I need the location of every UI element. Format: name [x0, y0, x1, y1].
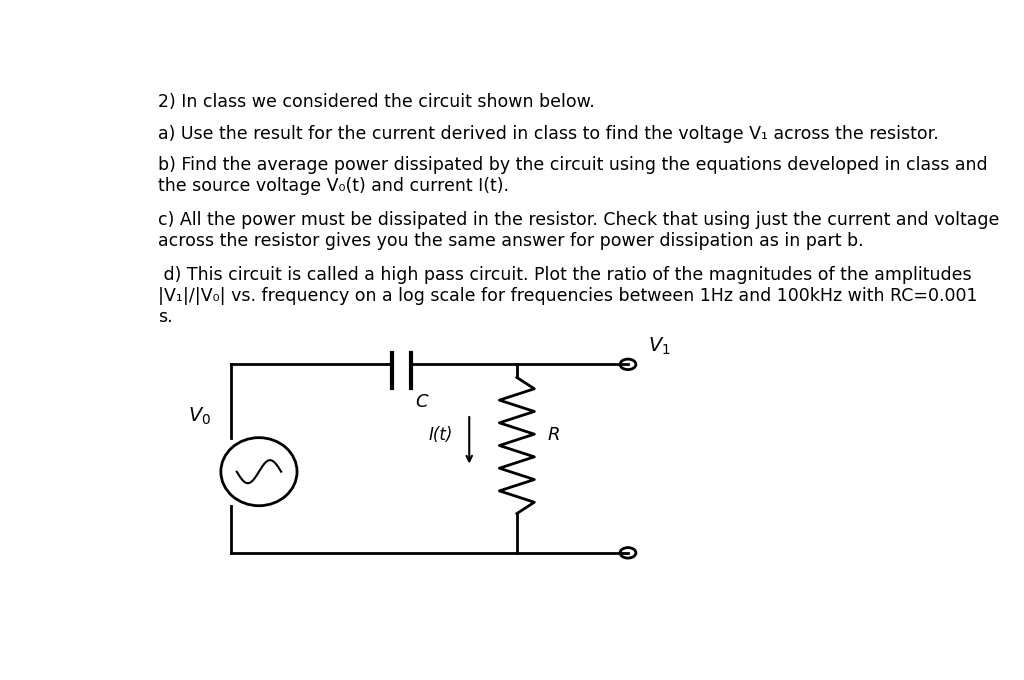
Text: |V₁|/|V₀| vs. frequency on a log scale for frequencies between 1Hz and 100kHz wi: |V₁|/|V₀| vs. frequency on a log scale f…: [158, 287, 978, 305]
Text: d) This circuit is called a high pass circuit. Plot the ratio of the magnitudes : d) This circuit is called a high pass ci…: [158, 266, 972, 284]
Text: R: R: [547, 426, 559, 444]
Text: 2) In class we considered the circuit shown below.: 2) In class we considered the circuit sh…: [158, 93, 595, 111]
Text: $V_0$: $V_0$: [187, 406, 211, 427]
Text: C: C: [416, 393, 428, 411]
Text: across the resistor gives you the same answer for power dissipation as in part b: across the resistor gives you the same a…: [158, 233, 864, 250]
Text: b) Find the average power dissipated by the circuit using the equations develope: b) Find the average power dissipated by …: [158, 156, 988, 174]
Text: $V_1$: $V_1$: [648, 335, 671, 357]
Text: the source voltage V₀(t) and current I(t).: the source voltage V₀(t) and current I(t…: [158, 177, 509, 195]
Text: s.: s.: [158, 308, 173, 326]
Text: c) All the power must be dissipated in the resistor. Check that using just the c: c) All the power must be dissipated in t…: [158, 211, 999, 229]
Text: a) Use the result for the current derived in class to find the voltage V₁ across: a) Use the result for the current derive…: [158, 124, 939, 143]
Text: I(t): I(t): [429, 426, 454, 444]
